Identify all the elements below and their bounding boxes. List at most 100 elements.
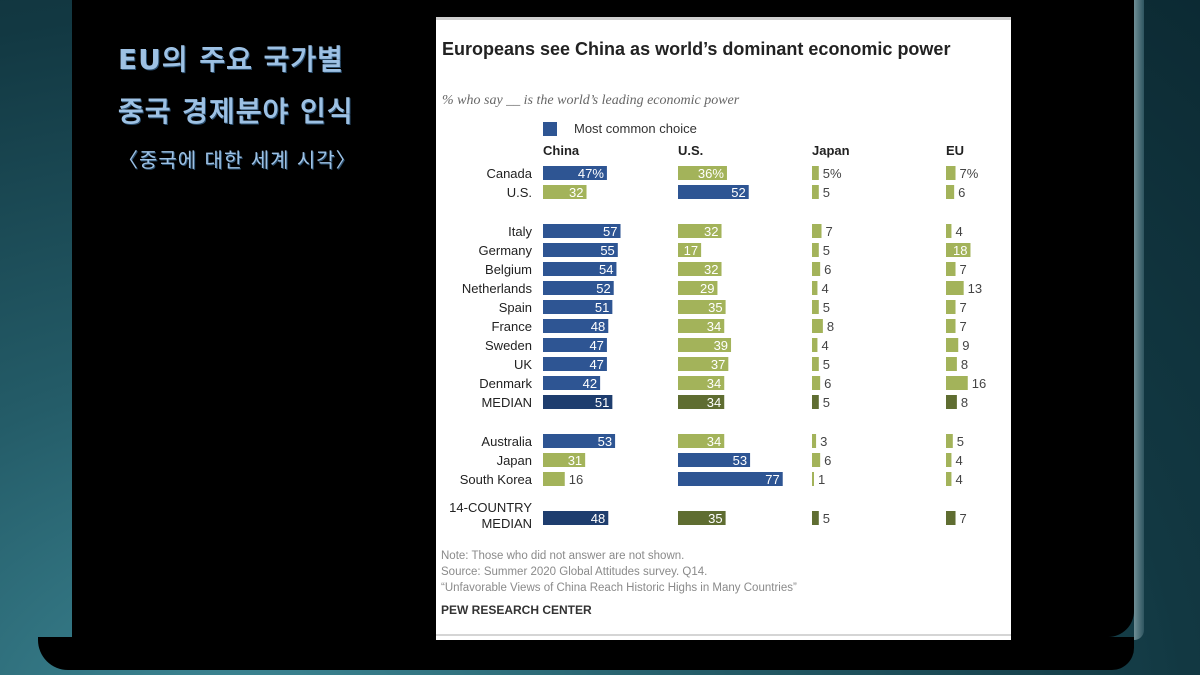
data-bar xyxy=(946,319,956,333)
data-label: 16 xyxy=(972,376,986,391)
data-bar xyxy=(678,453,751,467)
data-bar xyxy=(543,185,587,199)
source-org: PEW RESEARCH CENTER xyxy=(441,603,592,617)
data-bar xyxy=(946,376,968,390)
korean-subtitle: 〈중국에 대한 세계 시각〉 xyxy=(118,148,357,172)
country-label: U.S. xyxy=(507,185,532,200)
data-label: 5 xyxy=(823,185,830,200)
data-label: 6 xyxy=(958,185,965,200)
data-label: 52 xyxy=(596,281,610,296)
data-bar xyxy=(543,453,586,467)
data-label: 6 xyxy=(824,262,831,277)
country-label: Canada xyxy=(486,166,532,181)
data-bar xyxy=(678,376,725,390)
data-label: 53 xyxy=(598,434,612,449)
data-label: 5 xyxy=(823,243,830,258)
data-bar xyxy=(812,319,823,333)
country-label: South Korea xyxy=(460,472,533,487)
data-bar xyxy=(678,300,726,314)
column-header: Japan xyxy=(812,143,850,158)
data-label: 34 xyxy=(707,376,721,391)
data-bar xyxy=(946,357,957,371)
data-bar xyxy=(678,262,722,276)
data-bar xyxy=(678,357,729,371)
country-label: Japan xyxy=(497,453,532,468)
data-label: 48 xyxy=(591,511,605,526)
data-label: 37 xyxy=(711,357,725,372)
data-label: 5% xyxy=(823,166,842,181)
data-bar xyxy=(678,281,718,295)
data-bar xyxy=(812,453,821,467)
data-label: 47% xyxy=(578,166,604,181)
country-label: Germany xyxy=(479,243,533,258)
data-label: 54 xyxy=(599,262,613,277)
data-label: 6 xyxy=(824,376,831,391)
data-label: 47 xyxy=(589,338,603,353)
data-label: 5 xyxy=(823,395,830,410)
data-label: 5 xyxy=(957,434,964,449)
chart-panel: Europeans see China as world’s dominant … xyxy=(436,17,1011,640)
data-bar xyxy=(946,166,956,180)
country-label: UK xyxy=(514,357,532,372)
column-header: U.S. xyxy=(678,143,703,158)
country-label: Netherlands xyxy=(462,281,533,296)
data-label: 3 xyxy=(820,434,827,449)
data-label: 1 xyxy=(818,472,825,487)
data-label: 8 xyxy=(827,319,834,334)
data-label: 5 xyxy=(823,357,830,372)
data-bar xyxy=(678,338,732,352)
country-label: France xyxy=(492,319,532,334)
data-label: 5 xyxy=(823,300,830,315)
data-bar xyxy=(543,300,613,314)
data-label: 51 xyxy=(595,300,609,315)
data-bar xyxy=(678,319,725,333)
country-label: MEDIAN xyxy=(481,516,532,531)
data-bar xyxy=(946,434,953,448)
country-label: Denmark xyxy=(479,376,532,391)
data-label: 77 xyxy=(765,472,779,487)
data-label: 13 xyxy=(968,281,982,296)
chart-notes: Note: Those who did not answer are not s… xyxy=(441,548,797,596)
data-label: 34 xyxy=(707,395,721,410)
data-label: 34 xyxy=(707,319,721,334)
data-label: 7 xyxy=(960,300,967,315)
data-label: 55 xyxy=(600,243,614,258)
data-bar xyxy=(812,300,819,314)
country-label: Australia xyxy=(481,434,532,449)
country-label: MEDIAN xyxy=(481,395,532,410)
data-label: 29 xyxy=(700,281,714,296)
slide-base xyxy=(38,637,1134,670)
data-bar xyxy=(543,262,617,276)
data-bar xyxy=(812,472,814,486)
data-bar xyxy=(946,338,959,352)
data-label: 47 xyxy=(589,357,603,372)
report-text: “Unfavorable Views of China Reach Histor… xyxy=(441,582,797,594)
data-bar xyxy=(812,243,819,257)
data-label: 42 xyxy=(583,376,597,391)
country-label: Spain xyxy=(499,300,532,315)
data-label: 51 xyxy=(595,395,609,410)
data-bar xyxy=(946,262,956,276)
data-label: 48 xyxy=(591,319,605,334)
data-label: 16 xyxy=(569,472,583,487)
data-label: 52 xyxy=(731,185,745,200)
note-text: Note: Those who did not answer are not s… xyxy=(441,550,685,562)
bottom-rule xyxy=(436,634,1011,636)
data-bar xyxy=(946,300,956,314)
legend-swatch xyxy=(543,122,557,136)
data-bar xyxy=(812,185,819,199)
data-label: 35 xyxy=(708,300,722,315)
data-bar xyxy=(678,395,725,409)
data-bar xyxy=(543,338,607,352)
data-bar xyxy=(946,395,957,409)
data-bar xyxy=(946,224,952,238)
data-bar xyxy=(812,262,821,276)
data-bar xyxy=(543,166,607,180)
slide-edge xyxy=(1134,0,1144,640)
data-label: 53 xyxy=(733,453,747,468)
country-label: Italy xyxy=(508,224,532,239)
data-label: 17 xyxy=(684,243,698,258)
data-bar xyxy=(678,434,725,448)
data-label: 32 xyxy=(704,262,718,277)
